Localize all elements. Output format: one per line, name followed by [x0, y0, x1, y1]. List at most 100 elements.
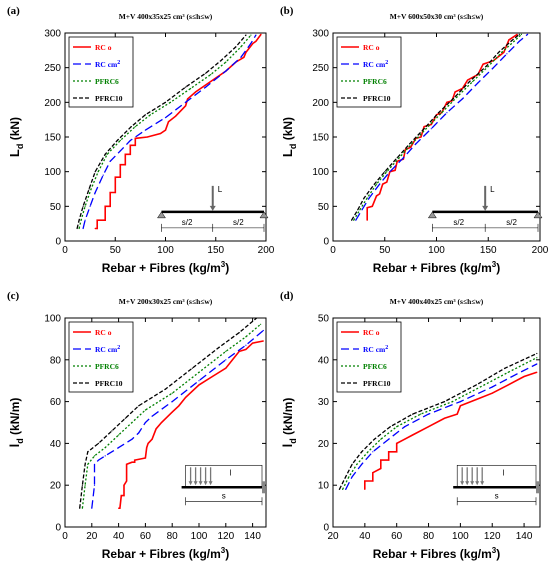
y-tick-label: 50	[50, 202, 62, 213]
data-point	[118, 507, 120, 509]
load-arrowhead-icon	[460, 481, 465, 486]
data-point	[102, 174, 104, 176]
x-tick-label: 100	[452, 531, 469, 542]
data-point	[427, 413, 430, 415]
data-point	[485, 65, 487, 67]
data-point	[366, 219, 368, 221]
data-point	[469, 80, 471, 83]
data-point	[394, 169, 396, 171]
data-point	[171, 392, 173, 394]
span-label: s	[222, 491, 226, 500]
load-label: L	[218, 185, 223, 194]
fixed-support-icon	[262, 481, 265, 494]
data-point	[134, 459, 136, 461]
y-tick-label: 300	[312, 29, 329, 40]
data-point	[81, 507, 83, 509]
data-point	[498, 51, 500, 54]
data-point	[420, 136, 422, 138]
data-point	[195, 91, 197, 93]
legend-box	[336, 36, 402, 108]
data-point	[225, 70, 227, 72]
series-line-4	[338, 352, 538, 490]
data-point	[396, 426, 398, 428]
data-point	[342, 488, 344, 490]
y-tick-label: 20	[50, 481, 62, 492]
data-point	[151, 438, 153, 440]
data-point	[420, 413, 422, 415]
data-point	[363, 197, 365, 199]
loading-schematic: ls	[181, 464, 265, 506]
data-point	[345, 476, 347, 478]
data-point	[506, 53, 508, 55]
data-point	[388, 438, 390, 440]
legend-label-4: PFRC10	[95, 379, 123, 388]
legend-box	[68, 321, 134, 393]
legend-label-4: PFRC10	[95, 94, 123, 103]
data-point	[231, 359, 234, 361]
span-label-1: s/2	[453, 218, 464, 227]
data-point	[467, 79, 469, 81]
data-point	[454, 91, 456, 93]
data-point	[396, 157, 398, 159]
data-point	[80, 219, 82, 221]
data-point	[446, 112, 448, 114]
y-tick-label: 100	[44, 314, 61, 325]
x-tick-label: 40	[359, 531, 371, 542]
data-point	[375, 195, 378, 197]
data-point	[211, 375, 213, 378]
data-point	[120, 495, 122, 497]
data-point	[159, 132, 162, 135]
data-point	[386, 181, 388, 183]
data-point	[536, 357, 538, 359]
data-point	[423, 126, 425, 128]
data-point	[386, 171, 388, 173]
data-point	[126, 480, 128, 482]
data-point	[185, 101, 187, 103]
data-point	[456, 96, 458, 98]
data-point	[78, 219, 80, 221]
data-point	[190, 87, 192, 90]
data-point	[250, 34, 252, 36]
data-point	[409, 143, 411, 145]
data-point	[260, 33, 262, 36]
legend-box	[68, 36, 134, 108]
data-point	[218, 346, 220, 348]
y-tick-label: 80	[50, 355, 62, 366]
plot-frame	[332, 317, 541, 528]
data-point	[503, 51, 505, 54]
data-point	[491, 392, 493, 394]
data-point	[357, 209, 359, 211]
data-point	[388, 451, 390, 453]
x-tick-label: 60	[391, 531, 403, 542]
data-point	[245, 51, 247, 54]
panel-label: (b)	[280, 5, 294, 17]
data-point	[97, 171, 99, 173]
data-point	[81, 484, 83, 486]
chart-panel-1: (a) M+V 400x35x25 cm³ (s≤h≤w) 0 50 100 150 200…	[7, 5, 275, 275]
data-point	[109, 205, 111, 207]
data-point	[398, 157, 400, 159]
y-tick-label: 10	[318, 481, 330, 492]
x-tick-label: 120	[217, 531, 234, 542]
y-tick-label: 100	[44, 167, 61, 178]
data-point	[109, 160, 111, 162]
data-point	[119, 176, 121, 178]
data-point	[175, 115, 177, 117]
data-point	[375, 183, 378, 185]
load-arrowhead-icon	[193, 481, 198, 486]
data-point	[191, 367, 193, 369]
y-tick-label: 60	[50, 397, 62, 408]
data-point	[441, 112, 443, 114]
x-tick-label: 50	[110, 245, 122, 256]
data-point	[151, 415, 153, 417]
x-tick-label: 20	[327, 531, 339, 542]
x-tick-label: 140	[516, 531, 533, 542]
data-point	[118, 447, 120, 449]
x-tick-label: 0	[330, 245, 336, 256]
data-point	[94, 171, 96, 173]
data-point	[131, 461, 133, 463]
x-tick-label: 150	[207, 245, 224, 256]
data-point	[353, 219, 355, 221]
load-arrowhead-icon	[482, 205, 489, 211]
data-point	[78, 227, 80, 230]
